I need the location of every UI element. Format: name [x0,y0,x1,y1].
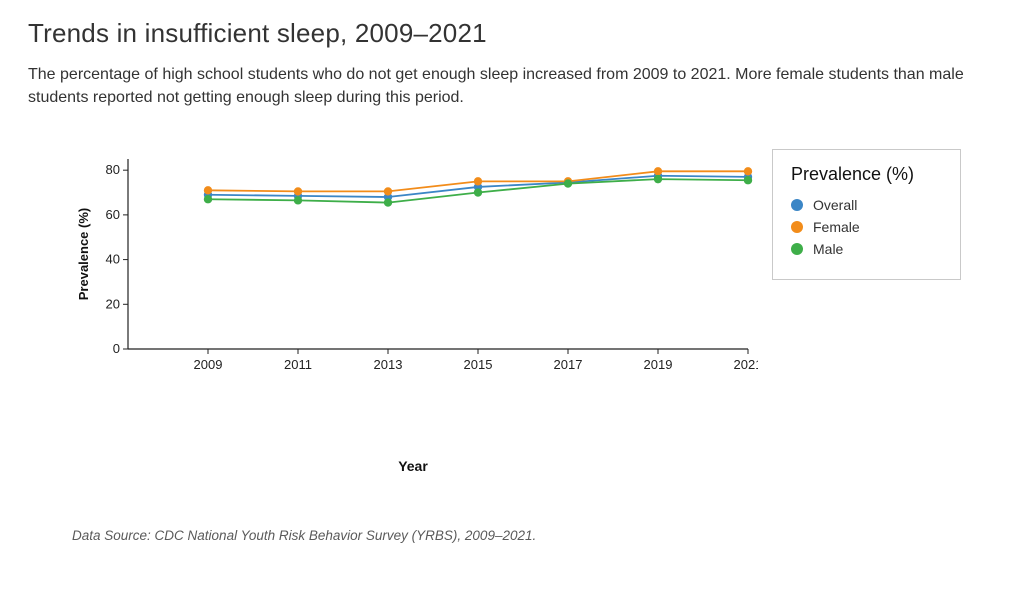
svg-text:2021: 2021 [734,357,758,372]
legend-items: Overall Female Male [791,197,914,257]
svg-text:60: 60 [106,207,120,222]
legend-item-male: Male [791,241,914,257]
legend-swatch-icon [791,199,803,211]
legend: Prevalence (%) Overall Female Male [772,149,961,280]
svg-text:0: 0 [113,341,120,356]
line-chart: 0 20 40 60 80 Prevalence (%) 2009 2011 2013 2015 2… [68,149,758,379]
svg-text:2015: 2015 [464,357,493,372]
svg-text:20: 20 [106,297,120,312]
svg-text:2017: 2017 [554,357,583,372]
legend-item-overall: Overall [791,197,914,213]
legend-label: Overall [813,197,857,213]
chart-row: 0 20 40 60 80 Prevalence (%) 2009 2011 2013 2015 2… [68,149,996,384]
svg-text:2009: 2009 [194,357,223,372]
svg-text:2013: 2013 [374,357,403,372]
x-axis-label: Year [68,458,758,474]
legend-title: Prevalence (%) [791,164,914,185]
svg-text:2011: 2011 [284,357,312,372]
source-note: Data Source: CDC National Youth Risk Beh… [72,528,996,543]
page-root: Trends in insufficient sleep, 2009–2021 … [0,0,1024,553]
chart-container: 0 20 40 60 80 Prevalence (%) 2009 2011 2013 2015 2… [68,149,758,384]
legend-item-female: Female [791,219,914,235]
page-title: Trends in insufficient sleep, 2009–2021 [28,18,996,49]
svg-text:80: 80 [106,163,120,178]
legend-swatch-icon [791,221,803,233]
svg-text:Prevalence (%): Prevalence (%) [76,208,91,301]
legend-swatch-icon [791,243,803,255]
legend-label: Female [813,219,860,235]
legend-label: Male [813,241,843,257]
page-description: The percentage of high school students w… [28,63,988,109]
svg-text:40: 40 [106,252,120,267]
svg-text:2019: 2019 [644,357,673,372]
